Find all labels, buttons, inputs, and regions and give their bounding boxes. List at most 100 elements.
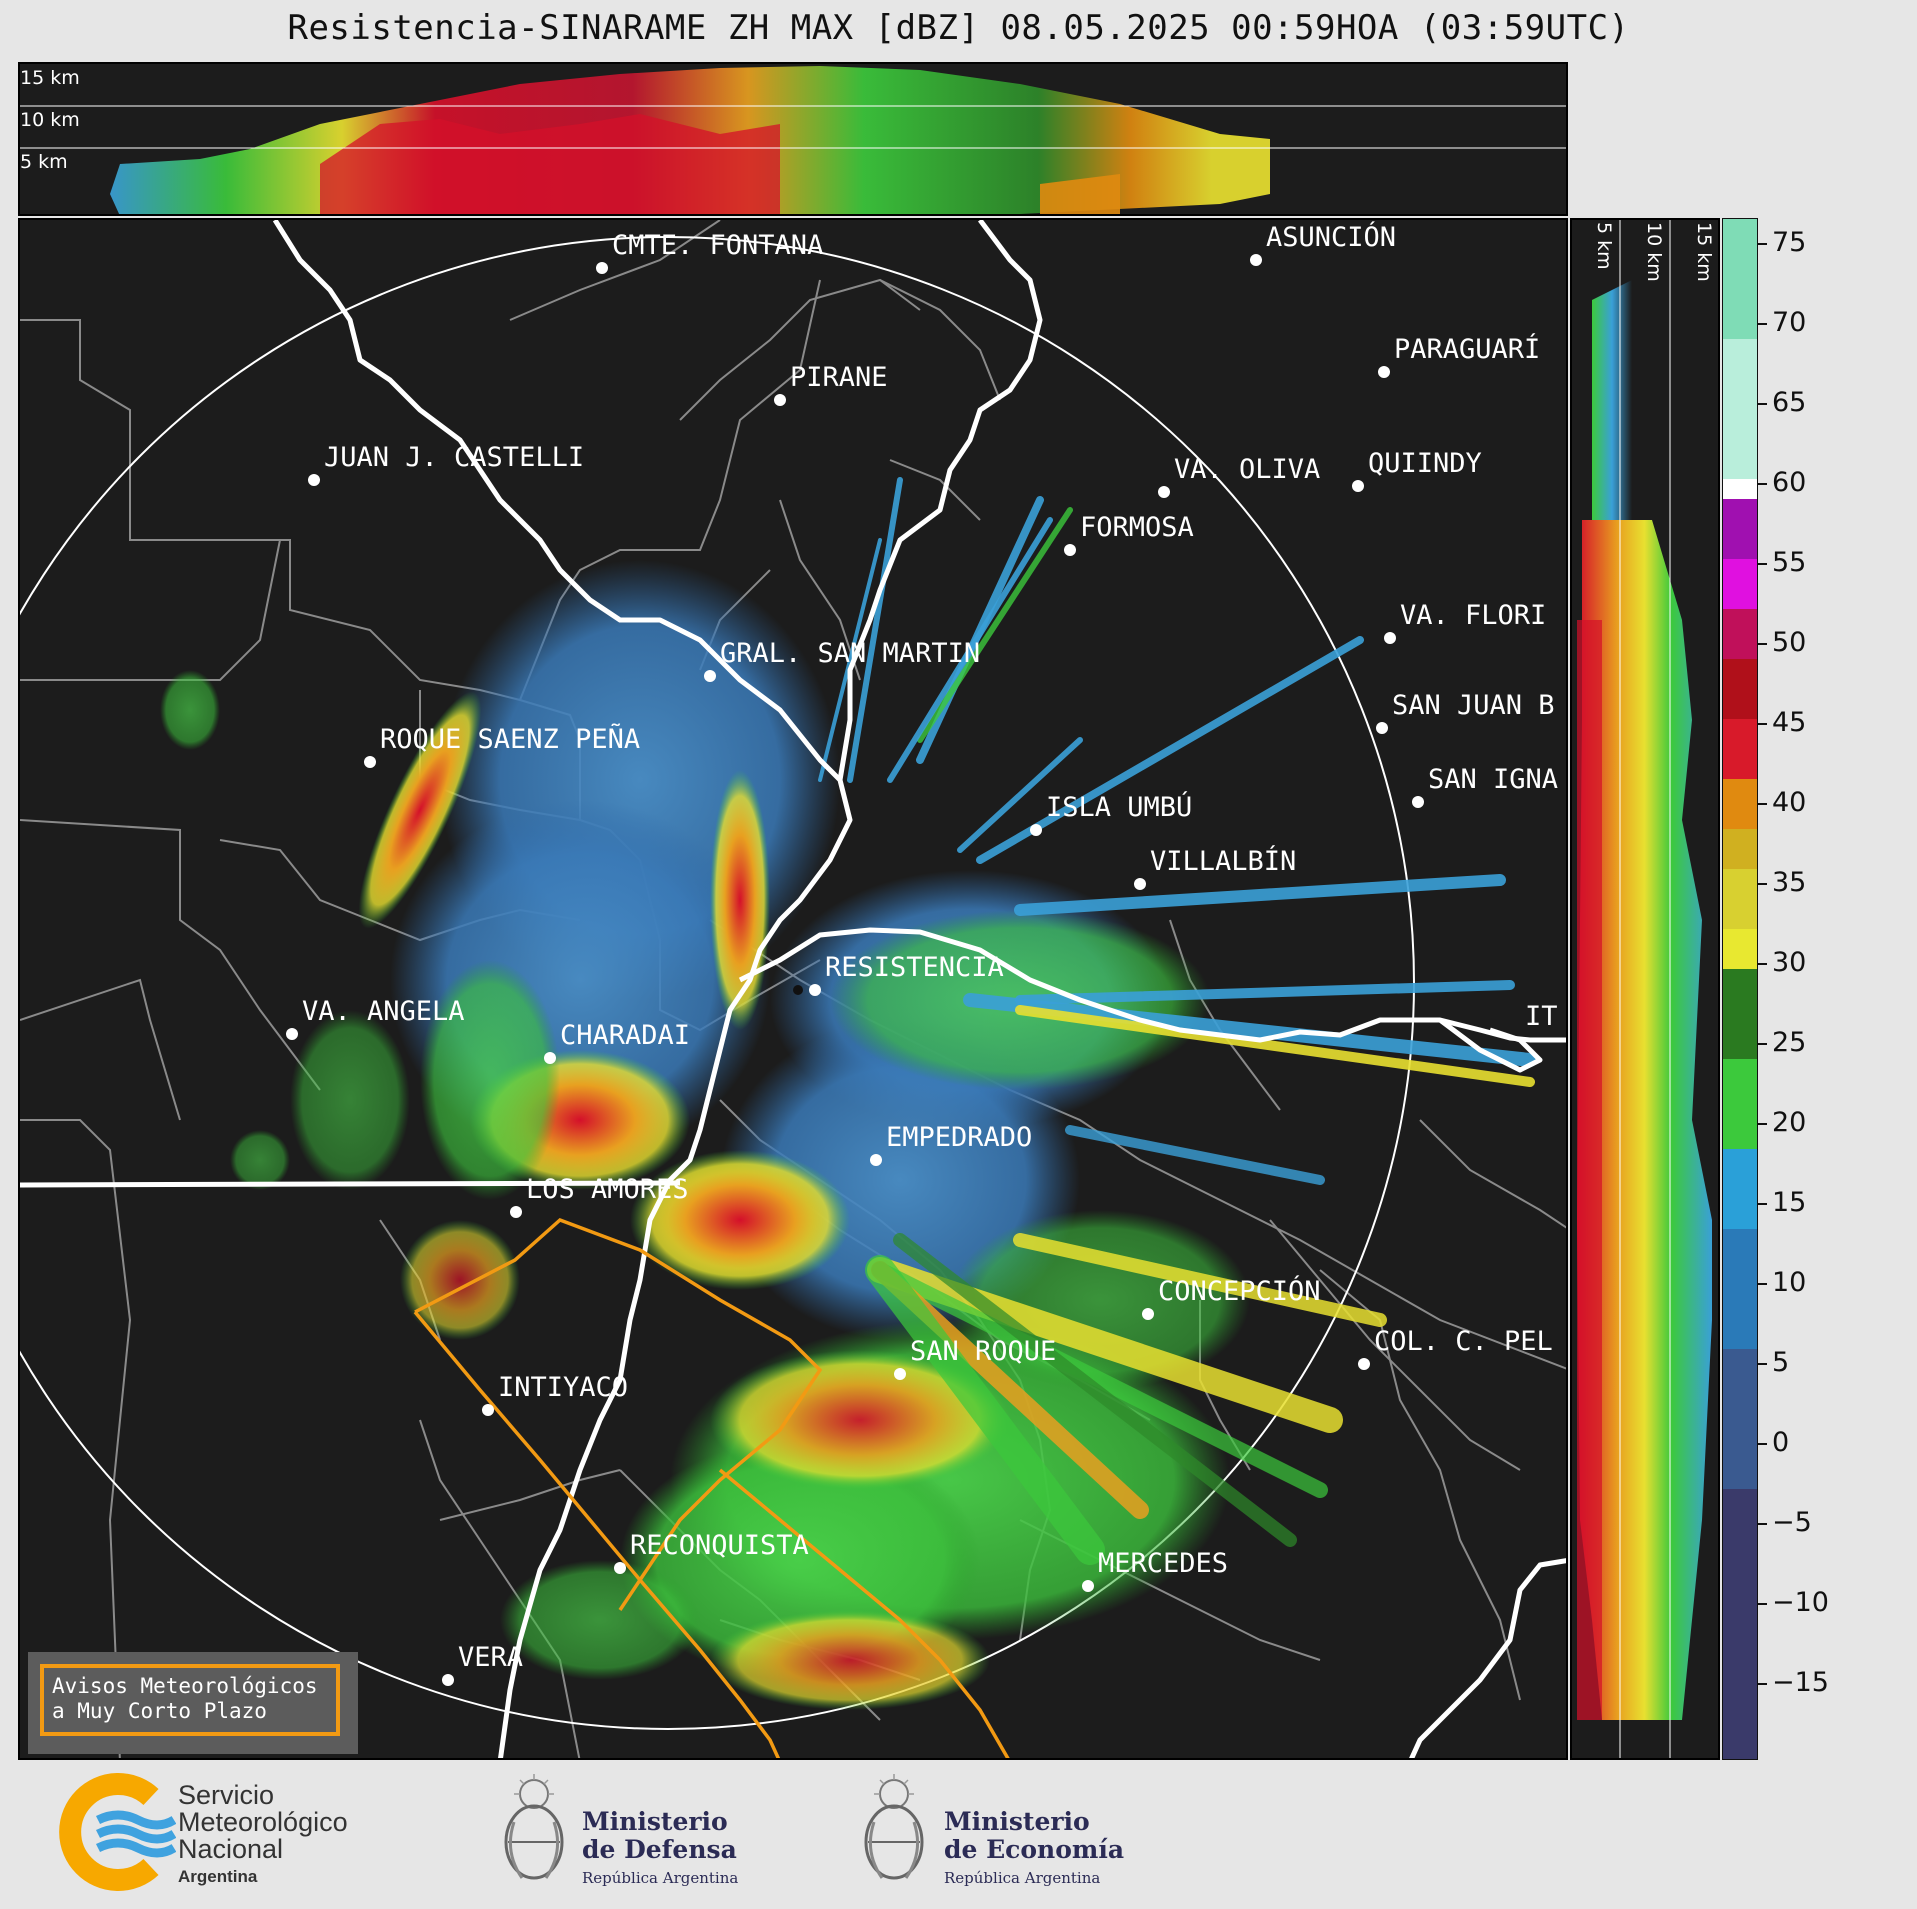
city-marker-va-angela	[286, 1028, 298, 1040]
city-label-mercedes: MERCEDES	[1098, 1548, 1228, 1579]
city-marker-asuncion	[1250, 254, 1262, 266]
city-label-empedrado: EMPEDRADO	[886, 1122, 1032, 1153]
city-label-villalbin: VILLALBÍN	[1150, 845, 1296, 877]
radar-map-plot: CMTE. FONTANA ASUNCIÓN PIRANE PARAGUARÍ …	[20, 220, 1566, 1758]
city-marker-intiyaco	[482, 1404, 494, 1416]
city-marker-san-juan-b	[1376, 722, 1388, 734]
side-label-10km: 10 km	[1643, 222, 1665, 282]
city-label-san-roque: SAN ROQUE	[910, 1336, 1056, 1367]
city-label-cmte-fontana: CMTE. FONTANA	[612, 230, 823, 261]
city-marker-concepcion	[1142, 1308, 1154, 1320]
top-cross-section: 15 km 10 km 5 km	[18, 62, 1568, 216]
side-cross-section: 5 km 10 km 15 km	[1570, 218, 1720, 1760]
city-label-intiyaco: INTIYACO	[498, 1372, 628, 1403]
colorbar-tick: 20	[1758, 1107, 1806, 1138]
colorbar-tick: 65	[1758, 387, 1806, 418]
colorbar-tick: 40	[1758, 787, 1806, 818]
city-marker-col-c-pel	[1358, 1358, 1370, 1370]
city-label-vera: VERA	[458, 1642, 523, 1673]
city-marker-isla-umbu	[1030, 824, 1042, 836]
top-cross-section-plot: 15 km 10 km 5 km	[20, 66, 1566, 214]
city-marker-reconquista	[614, 1562, 626, 1574]
smn-logo-icon	[59, 1773, 176, 1891]
city-label-san-juan-b: SAN JUAN B	[1392, 690, 1555, 721]
city-label-col-c-pel: COL. C. PEL	[1374, 1326, 1553, 1357]
city-markers: CMTE. FONTANA ASUNCIÓN PIRANE PARAGUARÍ …	[286, 221, 1558, 1686]
colorbar-tick: 5	[1758, 1347, 1789, 1378]
city-label-charadai: CHARADAI	[560, 1020, 690, 1051]
city-label-isla-umbu: ISLA UMBÚ	[1046, 791, 1192, 823]
warning-notice-box: Avisos Meteorológicos a Muy Corto Plazo	[28, 1652, 358, 1754]
argentina-coat-of-arms-icon	[864, 1774, 924, 1880]
colorbar-tick: −10	[1758, 1587, 1829, 1618]
city-label-juan-j-castelli: JUAN J. CASTELLI	[324, 442, 584, 473]
city-marker-roque-saenz-pena	[364, 756, 376, 768]
chart-title: Resistencia-SINARAME ZH MAX [dBZ] 08.05.…	[287, 8, 1630, 48]
colorbar-tick: −15	[1758, 1667, 1829, 1698]
colorbar-tick: 45	[1758, 707, 1806, 738]
city-marker-quiindy	[1352, 480, 1364, 492]
colorbar-tick: 35	[1758, 867, 1806, 898]
top-label-5km: 5 km	[20, 151, 68, 173]
city-label-formosa: FORMOSA	[1080, 512, 1194, 543]
side-label-15km: 15 km	[1693, 222, 1715, 282]
city-label-san-igna: SAN IGNA	[1428, 764, 1558, 795]
city-label-asuncion: ASUNCIÓN	[1266, 221, 1396, 253]
city-label-los-amores: LOS AMORES	[526, 1174, 689, 1205]
city-marker-los-amores	[510, 1206, 522, 1218]
city-label-reconquista: RECONQUISTA	[630, 1530, 809, 1561]
warning-polygons	[413, 1217, 1010, 1758]
colorbar-tick: 10	[1758, 1267, 1806, 1298]
city-marker-juan-j-castelli	[308, 474, 320, 486]
warning-notice-frame: Avisos Meteorológicos a Muy Corto Plazo	[40, 1664, 340, 1736]
city-label-concepcion: CONCEPCIÓN	[1158, 1275, 1321, 1307]
colorbar-tick: 60	[1758, 467, 1806, 498]
city-label-va-oliva: VA. OLIVA	[1174, 454, 1320, 485]
warning-notice-line2: a Muy Corto Plazo	[52, 1699, 267, 1723]
colorbar-tick: 70	[1758, 307, 1806, 338]
warning-notice-line1: Avisos Meteorológicos	[52, 1674, 318, 1698]
city-label-it: IT	[1525, 1001, 1558, 1032]
rivers-and-national-borders	[20, 220, 1566, 1758]
colorbar-tick: 15	[1758, 1187, 1806, 1218]
top-label-15km: 15 km	[20, 67, 80, 89]
colorbar-tick: 55	[1758, 547, 1806, 578]
city-marker-vera	[442, 1674, 454, 1686]
city-marker-resistencia	[809, 984, 821, 996]
argentina-coat-of-arms-icon	[504, 1774, 564, 1880]
city-label-resistencia: RESISTENCIA	[825, 952, 1004, 983]
ministerio-economia-text: Ministerio de Economía República Argenti…	[944, 1807, 1125, 1888]
colorbar-tick: 50	[1758, 627, 1806, 658]
city-label-va-flori: VA. FLORI	[1400, 600, 1546, 631]
city-marker-charadai	[544, 1052, 556, 1064]
city-marker-san-roque	[894, 1368, 906, 1380]
city-marker-formosa	[1064, 544, 1076, 556]
city-marker-san-igna	[1412, 796, 1424, 808]
city-label-roque-saenz-pena: ROQUE SAENZ PEÑA	[380, 723, 640, 755]
colorbar-tick: 0	[1758, 1427, 1789, 1458]
side-cross-section-plot: 5 km 10 km 15 km	[1577, 220, 1715, 1758]
smn-logo-text: Servicio Meteorológico Nacional Argentin…	[178, 1780, 348, 1887]
colorbar-tick: 25	[1758, 1027, 1806, 1058]
radar-map: CMTE. FONTANA ASUNCIÓN PIRANE PARAGUARÍ …	[18, 218, 1568, 1760]
city-marker-va-flori	[1384, 632, 1396, 644]
city-label-gral-san-martin: GRAL. SAN MARTIN	[720, 638, 980, 669]
city-marker-gral-san-martin	[704, 670, 716, 682]
colorbar-tick: −5	[1758, 1507, 1812, 1538]
colorbar-gradient	[1723, 219, 1757, 1759]
radar-site-marker	[793, 985, 803, 995]
city-label-pirane: PIRANE	[790, 362, 888, 393]
city-label-va-angela: VA. ANGELA	[302, 996, 465, 1027]
city-label-quiindy: QUIINDY	[1368, 448, 1482, 479]
colorbar-tick: 75	[1758, 227, 1806, 258]
colorbar	[1722, 218, 1758, 1760]
radar-echoes	[160, 477, 1537, 1710]
colorbar-tick: 30	[1758, 947, 1806, 978]
city-marker-pirane	[774, 394, 786, 406]
city-marker-mercedes	[1082, 1580, 1094, 1592]
city-marker-villalbin	[1134, 878, 1146, 890]
city-marker-cmte-fontana	[596, 262, 608, 274]
ministerio-defensa-text: Ministerio de Defensa República Argentin…	[582, 1807, 739, 1888]
side-label-5km: 5 km	[1593, 222, 1615, 270]
city-marker-paraguari	[1378, 366, 1390, 378]
